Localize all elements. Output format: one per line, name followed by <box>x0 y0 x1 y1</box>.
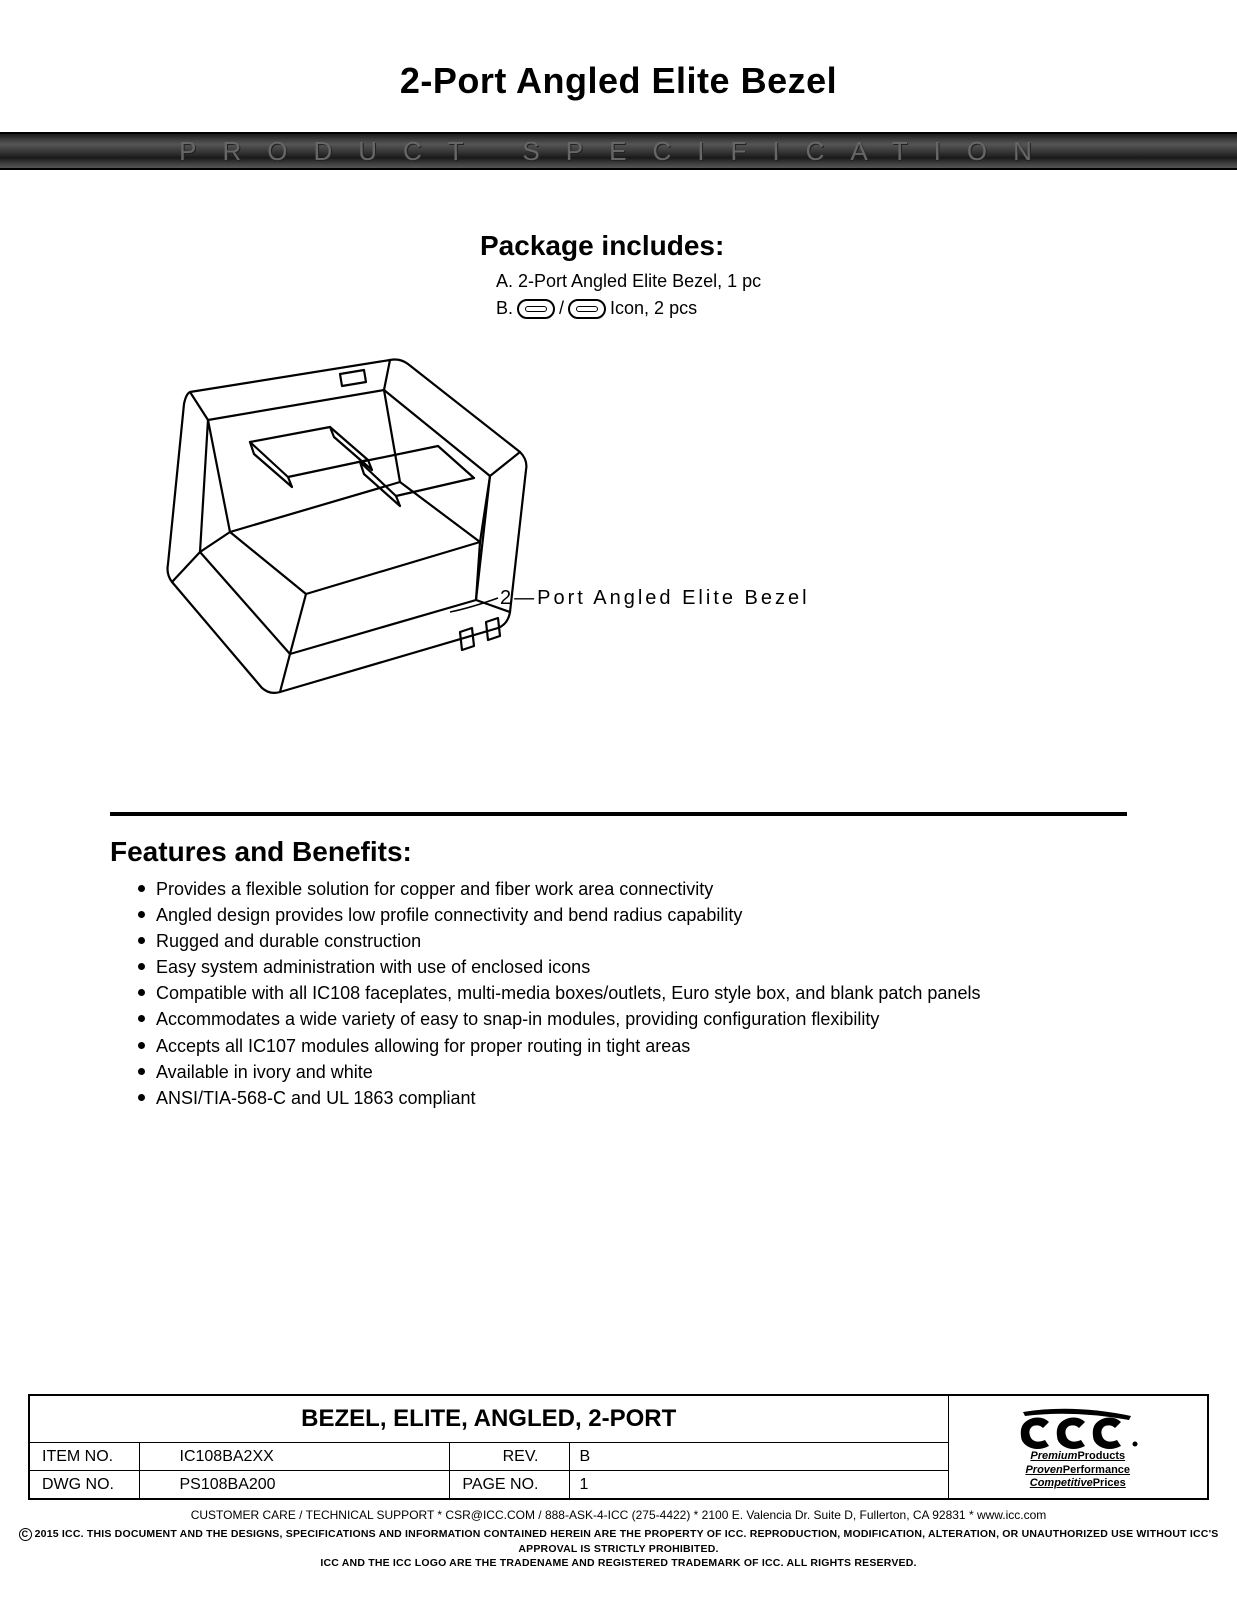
logo-cell: PremiumProducts ProvenPerformance Compet… <box>948 1395 1208 1499</box>
legal-line-2: ICC AND THE ICC LOGO ARE THE TRADENAME A… <box>320 1557 916 1569</box>
spec-banner: PRODUCT SPECIFICATION <box>0 132 1237 170</box>
icon-shape-1 <box>517 299 555 319</box>
table-header: BEZEL, ELITE, ANGLED, 2-PORT <box>29 1395 948 1442</box>
package-item-b-prefix: B. <box>496 295 513 322</box>
package-item-a: A. 2-Port Angled Elite Bezel, 1 pc <box>496 268 1187 295</box>
footer-legal: C 2015 ICC. THIS DOCUMENT AND THE DESIGN… <box>18 1527 1219 1570</box>
feature-item: ANSI/TIA-568-C and UL 1863 compliant <box>138 1085 1127 1111</box>
spec-banner-text: PRODUCT SPECIFICATION <box>179 136 1058 167</box>
package-heading: Package includes: <box>480 230 1187 262</box>
feature-item: Available in ivory and white <box>138 1059 1127 1085</box>
features-heading: Features and Benefits: <box>110 836 1127 868</box>
package-item-b: B. / Icon, 2 pcs <box>496 295 1187 322</box>
diagram-callout: 2—Port Angled Elite Bezel <box>500 587 810 610</box>
copyright-icon: C <box>19 1528 32 1541</box>
feature-item: Accepts all IC107 modules allowing for p… <box>138 1033 1127 1059</box>
icon-shape-2 <box>568 299 606 319</box>
info-table: BEZEL, ELITE, ANGLED, 2-PORT PremiumProd… <box>28 1394 1209 1500</box>
feature-item: Rugged and durable construction <box>138 928 1127 954</box>
logo-taglines: PremiumProducts ProvenPerformance Compet… <box>957 1450 1200 1490</box>
dwg-no-value: PS108BA200 <box>139 1471 449 1500</box>
rev-label: REV. <box>449 1443 569 1471</box>
slash: / <box>559 295 564 322</box>
feature-item: Angled design provides low profile conne… <box>138 902 1127 928</box>
diagram-area: 2—Port Angled Elite Bezel <box>50 352 1187 772</box>
divider <box>110 812 1127 816</box>
dwg-no-label: DWG NO. <box>29 1471 139 1500</box>
feature-item: Accommodates a wide variety of easy to s… <box>138 1006 1127 1032</box>
footer-contact: CUSTOMER CARE / TECHNICAL SUPPORT * CSR@… <box>0 1508 1237 1522</box>
item-no-label: ITEM NO. <box>29 1443 139 1471</box>
page-no-label: PAGE NO. <box>449 1471 569 1500</box>
package-item-b-suffix: Icon, 2 pcs <box>610 295 697 322</box>
page-no-value: 1 <box>569 1471 948 1500</box>
legal-line-1: 2015 ICC. THIS DOCUMENT AND THE DESIGNS,… <box>35 1528 1219 1554</box>
page-title: 2-Port Angled Elite Bezel <box>50 60 1187 102</box>
feature-item: Easy system administration with use of e… <box>138 954 1127 980</box>
feature-item: Compatible with all IC108 faceplates, mu… <box>138 980 1127 1006</box>
item-no-value: IC108BA2XX <box>139 1443 449 1471</box>
feature-item: Provides a flexible solution for copper … <box>138 876 1127 902</box>
features-section: Features and Benefits: Provides a flexib… <box>110 836 1127 1111</box>
icc-logo <box>1013 1408 1143 1450</box>
bezel-drawing <box>130 332 550 732</box>
features-list: Provides a flexible solution for copper … <box>138 876 1127 1111</box>
package-section: Package includes: A. 2-Port Angled Elite… <box>480 230 1187 322</box>
rev-value: B <box>569 1443 948 1471</box>
